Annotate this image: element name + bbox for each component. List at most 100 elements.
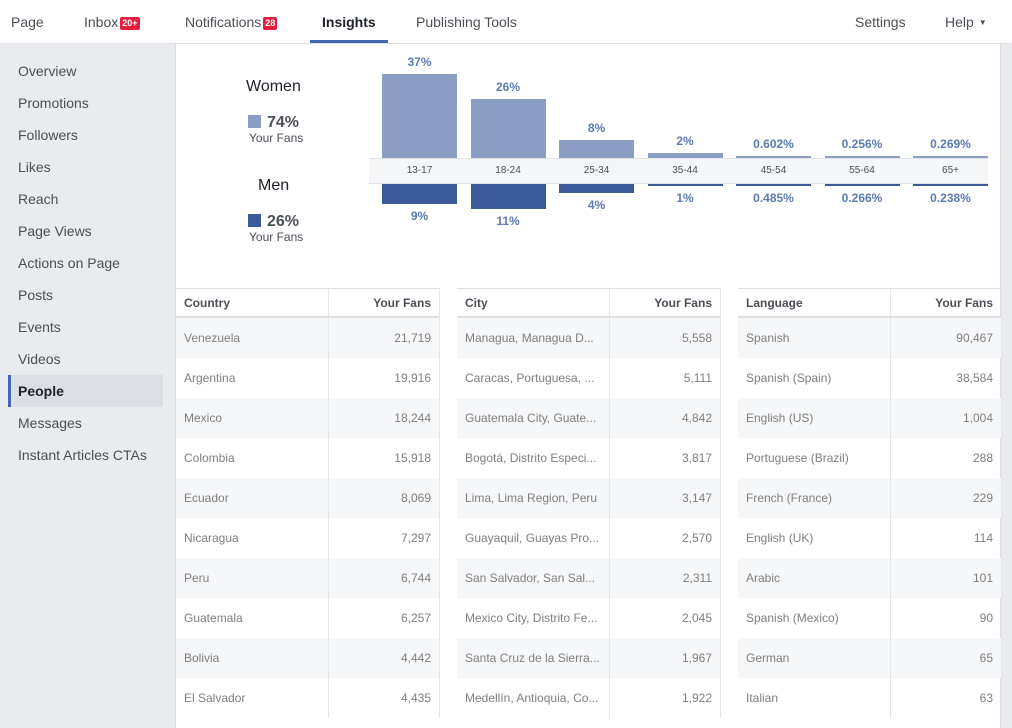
sidebar-item-promotions[interactable]: Promotions xyxy=(18,95,89,111)
city-name-cell: Guayaquil, Guayas Pro... xyxy=(457,518,610,558)
men-bar-55-64[interactable] xyxy=(824,184,900,186)
sidebar-item-people[interactable]: People xyxy=(8,375,163,407)
sidebar-item-overview[interactable]: Overview xyxy=(18,63,77,79)
language-table-row: Italian 63 xyxy=(738,678,1001,718)
men-bar-13-17[interactable] xyxy=(382,184,457,205)
city-table-row: Bogotá, Distrito Especi... 3,817 xyxy=(457,438,720,478)
city-table-row: Medellín, Antioquia, Co... 1,922 xyxy=(457,678,720,718)
women-pct-value: 74% xyxy=(267,114,300,131)
women-bar-55-64[interactable] xyxy=(824,156,900,158)
language-name-cell: English (UK) xyxy=(738,518,891,558)
nav-notifications-label: Notifications xyxy=(185,14,262,30)
men-bar-18-24[interactable] xyxy=(470,184,546,209)
city-name-cell: Caracas, Portuguesa, ... xyxy=(457,358,610,398)
language-fans-cell: 90 xyxy=(979,611,993,625)
top-navigation: Page Inbox 20+ Notifications 28 Insights P… xyxy=(0,0,1012,44)
country-fans-cell: 4,442 xyxy=(400,651,431,665)
sidebar-item-reach[interactable]: Reach xyxy=(18,191,59,207)
nav-publishing-tools[interactable]: Publishing Tools xyxy=(416,0,517,44)
city-table-row: Guatemala City, Guate... 4,842 xyxy=(457,398,720,438)
country-name-cell: Ecuador xyxy=(176,478,329,518)
women-bar-18-24[interactable] xyxy=(470,98,546,158)
nav-page[interactable]: Page xyxy=(11,0,44,44)
nav-notifications[interactable]: Notifications 28 xyxy=(185,0,278,44)
men-pct-value: 26% xyxy=(267,213,300,230)
women-label: Women xyxy=(246,78,301,95)
women-bar-65+[interactable] xyxy=(913,156,988,158)
country-fans-cell: 6,257 xyxy=(400,611,431,625)
country-fans-cell: 15,918 xyxy=(394,451,431,465)
city-table-row: Caracas, Portuguesa, ... 5,111 xyxy=(457,358,720,398)
age-tick-label-65+: 65+ xyxy=(942,165,959,176)
city-name-cell: Santa Cruz de la Sierra... xyxy=(457,638,610,678)
country-fans-cell: 6,744 xyxy=(400,571,431,585)
city-fans-cell: 4,842 xyxy=(681,411,712,425)
city-fans-cell: 2,570 xyxy=(681,531,712,545)
city-name-cell: Mexico City, Distrito Fe... xyxy=(457,598,610,638)
city-column-header[interactable]: City xyxy=(457,289,610,316)
city-name-cell: Managua, Managua D... xyxy=(457,318,610,358)
nav-insights-label: Insights xyxy=(322,14,376,30)
language-table-row: English (UK) 114 xyxy=(738,518,1001,558)
men-bar-25-34[interactable] xyxy=(559,184,634,194)
age-gender-chart: Women 74% Your Fans Men 26% Your Fans 37… xyxy=(176,44,1002,288)
men-bar-35-44[interactable] xyxy=(647,184,723,187)
city-name-cell: San Salvador, San Sal... xyxy=(457,558,610,598)
language-fans-cell: 38,584 xyxy=(956,371,993,385)
language-table-header: Language Your Fans xyxy=(738,288,1001,318)
women-value-label-55-64: 0.256% xyxy=(841,137,883,151)
country-your-fans-column-header[interactable]: Your Fans xyxy=(373,296,431,310)
sidebar-item-videos[interactable]: Videos xyxy=(18,351,61,367)
nav-settings[interactable]: Settings xyxy=(855,0,906,44)
men-bar-65+[interactable] xyxy=(913,184,988,186)
sidebar-item-page-views[interactable]: Page Views xyxy=(18,223,92,239)
nav-insights[interactable]: Insights xyxy=(310,0,388,44)
women-value-label-13-17: 37% xyxy=(407,55,432,69)
language-table-row: Arabic 101 xyxy=(738,558,1001,598)
language-name-cell: Spanish xyxy=(738,318,891,358)
city-table-row: Guayaquil, Guayas Pro... 2,570 xyxy=(457,518,720,558)
language-fans-cell: 63 xyxy=(979,691,993,705)
women-value-label-65+: 0.269% xyxy=(930,137,971,151)
language-fans-cell: 229 xyxy=(972,491,993,505)
city-fans-cell: 3,817 xyxy=(681,451,712,465)
country-column-header[interactable]: Country xyxy=(176,289,329,316)
sidebar-item-events[interactable]: Events xyxy=(18,319,61,335)
men-bar-45-54[interactable] xyxy=(736,184,811,186)
sidebar-item-posts[interactable]: Posts xyxy=(18,287,54,303)
country-name-cell: Peru xyxy=(176,558,329,598)
age-tick-label-45-54: 45-54 xyxy=(760,165,787,176)
sidebar-item-messages[interactable]: Messages xyxy=(18,415,82,431)
country-table-row: Mexico 18,244 xyxy=(176,398,439,438)
women-bar-25-34[interactable] xyxy=(559,139,634,158)
sidebar-item-likes[interactable]: Likes xyxy=(18,159,51,175)
city-fans-cell: 1,922 xyxy=(681,691,712,705)
nav-help[interactable]: Help ▼ xyxy=(945,0,987,44)
country-table-row: Ecuador 8,069 xyxy=(176,478,439,518)
notifications-count-badge: 28 xyxy=(263,17,278,30)
language-table-row: Spanish (Mexico) 90 xyxy=(738,598,1001,638)
men-value-label-45-54: 0.485% xyxy=(753,191,794,205)
language-fans-cell: 288 xyxy=(972,451,993,465)
women-your-fans-label: Your Fans xyxy=(249,131,304,145)
country-table-header: Country Your Fans xyxy=(176,288,439,318)
country-table-row: Venezuela 21,719 xyxy=(176,318,439,358)
women-bar-45-54[interactable] xyxy=(736,156,811,158)
country-name-cell: Bolivia xyxy=(176,638,329,678)
language-your-fans-column-header[interactable]: Your Fans xyxy=(935,296,993,310)
language-table-row: English (US) 1,004 xyxy=(738,398,1001,438)
men-value-label-65+: 0.238% xyxy=(930,191,971,205)
nav-inbox[interactable]: Inbox 20+ xyxy=(84,0,140,44)
language-name-cell: Arabic xyxy=(738,558,891,598)
city-name-cell: Medellín, Antioquia, Co... xyxy=(457,678,610,718)
women-bar-13-17[interactable] xyxy=(382,74,457,158)
sidebar-item-followers[interactable]: Followers xyxy=(18,127,78,143)
city-your-fans-column-header[interactable]: Your Fans xyxy=(654,296,712,310)
language-fans-cell: 90,467 xyxy=(956,331,993,345)
sidebar-item-instant-articles-ctas[interactable]: Instant Articles CTAs xyxy=(18,447,147,463)
city-table-header: City Your Fans xyxy=(457,288,720,318)
language-column-header[interactable]: Language xyxy=(738,289,891,316)
sidebar-item-actions-on-page[interactable]: Actions on Page xyxy=(18,255,120,271)
language-fans-cell: 65 xyxy=(979,651,993,665)
women-bar-35-44[interactable] xyxy=(647,153,723,158)
